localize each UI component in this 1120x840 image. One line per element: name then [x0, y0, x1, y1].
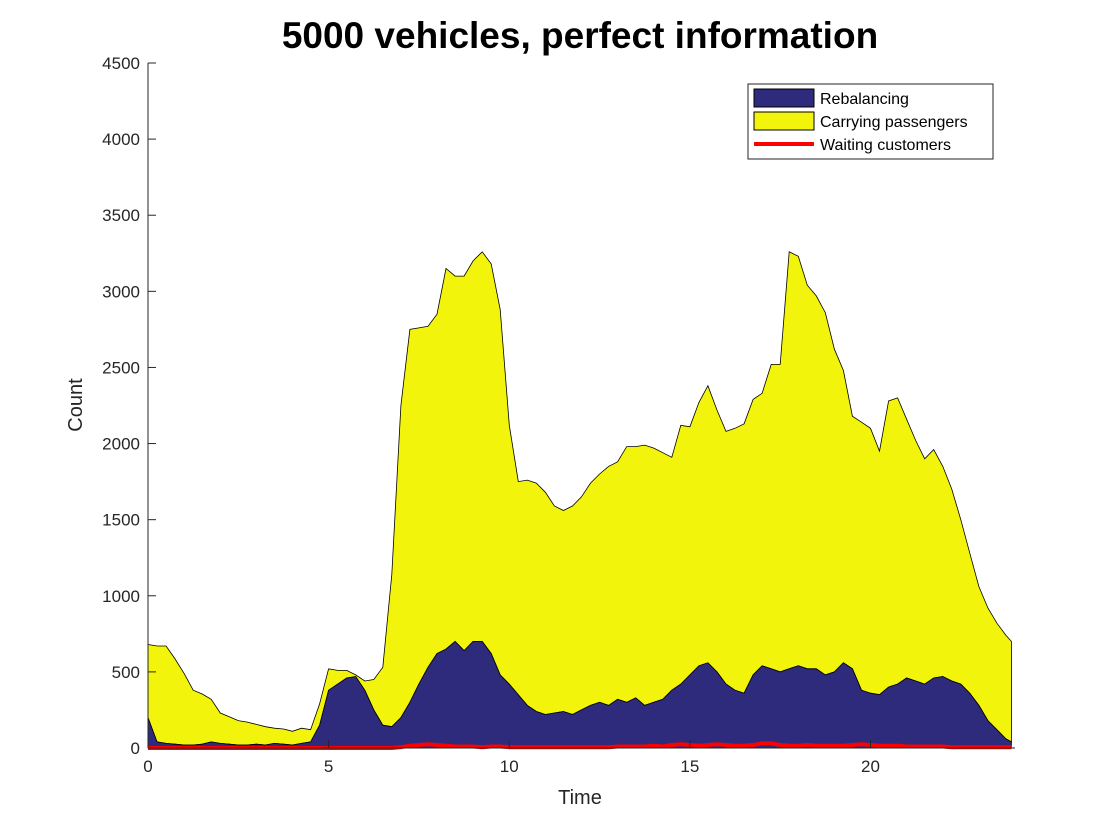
y-tick-label: 1500 [102, 511, 140, 530]
x-tick-label: 5 [324, 757, 333, 776]
x-ticks: 0 5 10 15 20 [143, 740, 880, 776]
y-tick-label: 4500 [102, 54, 140, 73]
chart-title: 5000 vehicles, perfect information [282, 15, 878, 56]
area-carrying-passengers [147, 251, 1012, 746]
x-axis-label: Time [558, 787, 602, 809]
legend-label-carrying: Carrying passengers [820, 114, 968, 131]
y-tick-label: 2500 [102, 358, 140, 377]
legend-swatch-rebalancing [753, 88, 815, 108]
y-tick-label: 0 [131, 739, 140, 758]
x-tick-label: 20 [861, 757, 880, 776]
legend-swatch-carrying [753, 111, 815, 131]
legend-label-rebalancing: Rebalancing [820, 91, 909, 108]
y-tick-label: 2000 [102, 435, 140, 454]
y-tick-label: 3000 [102, 282, 140, 301]
y-tick-label: 1000 [102, 587, 140, 606]
legend-label-waiting: Waiting customers [820, 137, 951, 154]
x-tick-label: 0 [143, 757, 152, 776]
legend: Rebalancing Carrying passengers Waiting … [747, 83, 994, 160]
y-axis-label: Count [65, 378, 87, 432]
y-tick-label: 500 [112, 663, 140, 682]
x-tick-label: 15 [680, 757, 699, 776]
area-rebalancing [147, 640, 1012, 749]
plot-area [147, 251, 1012, 750]
y-ticks: 0 500 1000 1500 2000 2500 3000 3500 4000 4500 [102, 54, 156, 758]
y-tick-label: 4000 [102, 130, 140, 149]
y-tick-label: 3500 [102, 206, 140, 225]
x-tick-label: 10 [500, 757, 519, 776]
